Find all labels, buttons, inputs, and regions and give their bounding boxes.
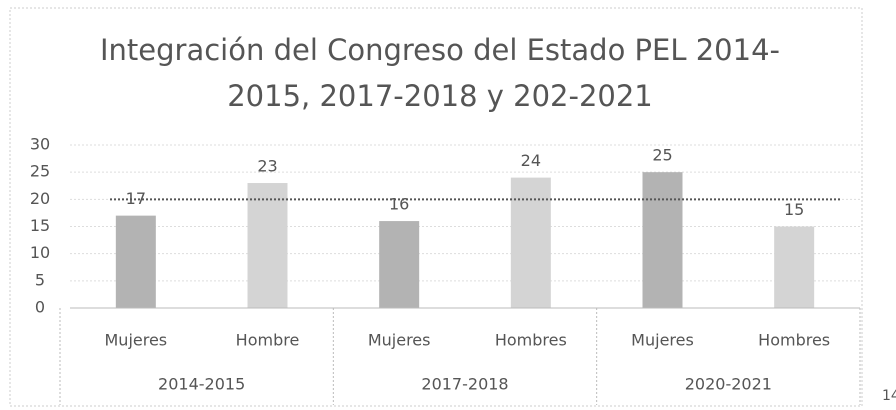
group-label: 2017-2018: [421, 375, 508, 394]
data-label: 24: [521, 151, 541, 170]
data-label: 23: [257, 157, 277, 176]
x-tick-label: Mujeres: [368, 331, 431, 350]
x-tick-label: Mujeres: [631, 331, 694, 350]
y-tick-label: 5: [35, 270, 45, 289]
data-label: 16: [389, 195, 409, 214]
data-label: 25: [652, 146, 672, 165]
bar: [510, 177, 551, 308]
bar: [247, 183, 288, 308]
y-tick-label: 20: [30, 189, 50, 208]
x-tick-label: Mujeres: [105, 331, 168, 350]
data-label: 15: [784, 200, 804, 219]
bar: [774, 226, 815, 308]
bar: [642, 172, 683, 308]
y-tick-label: 0: [35, 298, 45, 317]
x-tick-label: Hombres: [495, 331, 567, 350]
y-tick-label: 15: [30, 216, 50, 235]
bar: [379, 221, 420, 308]
x-tick-label: Hombres: [758, 331, 830, 350]
y-tick-label: 30: [30, 135, 50, 154]
chart-frame: [9, 7, 863, 407]
y-tick-label: 10: [30, 243, 50, 262]
x-tick-label: Hombre: [236, 331, 300, 350]
y-tick-label: 25: [30, 162, 50, 181]
group-label: 2014-2015: [158, 375, 245, 394]
group-label: 2020-2021: [685, 375, 772, 394]
page-number: 14: [882, 388, 896, 404]
chart-title: 2015, 2017-2018 y 202-2021: [227, 79, 653, 113]
chart-title: Integración del Congreso del Estado PEL …: [100, 33, 780, 67]
bar: [115, 215, 156, 308]
